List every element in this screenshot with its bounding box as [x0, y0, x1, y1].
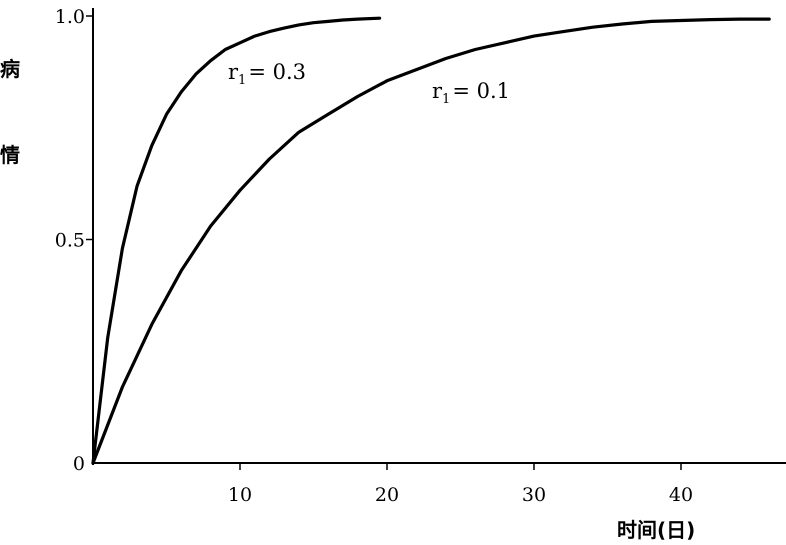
series-label-main: r [228, 60, 239, 84]
axes: 10 20 30 40 0 0.5 1.0 [55, 6, 786, 506]
series-group [91, 16, 771, 465]
y-tick-label: 0 [73, 453, 85, 475]
series-label-sub: 1 [238, 73, 246, 88]
series-line-r1-0.3 [91, 16, 382, 465]
x-axis-label: 时间(日) [617, 518, 695, 542]
labels: 病 情 时间(日) r1= 0.3 r1= 0.1 [0, 57, 695, 542]
y-tick-label: 1.0 [55, 6, 85, 28]
y-tick-label: 0.5 [55, 230, 85, 252]
y-axis-label-char-2: 情 [0, 143, 20, 167]
series-label-rest: = 0.3 [248, 60, 306, 84]
series-label-rest: = 0.1 [452, 79, 510, 103]
x-tick-label: 40 [669, 484, 693, 506]
y-axis-label-char-1: 病 [0, 57, 20, 81]
series-label-r1-0.1: r1= 0.1 [432, 79, 510, 107]
series-label-main: r [432, 79, 443, 103]
series-label-r1-0.3: r1= 0.3 [228, 60, 306, 88]
x-tick-label: 10 [228, 484, 252, 506]
x-tick-label: 20 [375, 484, 399, 506]
series-label-sub: 1 [442, 92, 450, 107]
x-tick-label: 30 [522, 484, 546, 506]
series-line-r1-0.1 [91, 17, 771, 465]
